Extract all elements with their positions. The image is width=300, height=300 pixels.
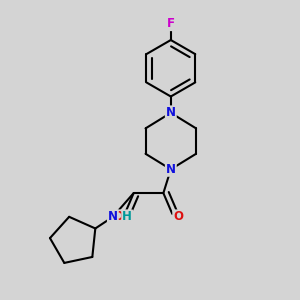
Text: O: O [114,210,124,224]
Text: N: N [166,106,176,119]
Text: H: H [122,210,132,224]
Text: O: O [173,210,183,224]
Text: N: N [166,163,176,176]
Text: N: N [108,210,118,224]
Text: F: F [167,17,175,30]
